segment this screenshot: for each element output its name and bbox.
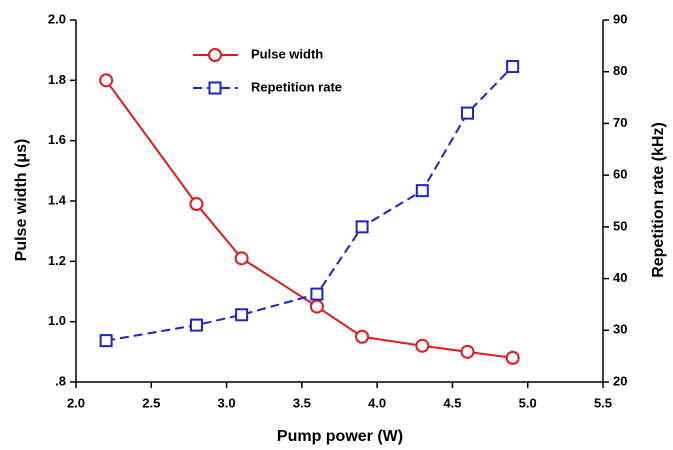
x-tick-label: 4.0 xyxy=(368,395,386,410)
marker xyxy=(415,338,430,353)
marker xyxy=(415,184,429,198)
marker xyxy=(355,220,369,234)
y-axis-label: Pulse width (μs) xyxy=(13,139,30,262)
y2-tick-label: 60 xyxy=(613,167,627,182)
x-tick-label: 5.5 xyxy=(594,395,612,410)
marker xyxy=(310,287,324,301)
legend-label: Pulse width xyxy=(251,46,323,61)
x-tick-label: 2.5 xyxy=(142,395,160,410)
y-tick-label: 1.8 xyxy=(48,72,66,87)
marker xyxy=(460,106,474,120)
y-tick-label: 2.0 xyxy=(48,11,66,26)
marker xyxy=(99,73,114,88)
legend-marker xyxy=(208,48,222,62)
x-tick-label: 2.0 xyxy=(67,395,85,410)
marker xyxy=(234,251,249,266)
marker xyxy=(99,334,113,348)
series-line xyxy=(105,79,513,359)
marker xyxy=(235,308,249,322)
x-axis-label: Pump power (W) xyxy=(277,428,403,445)
y2-tick-label: 40 xyxy=(613,270,627,285)
y2-tick-label: 20 xyxy=(613,373,627,388)
y2-tick-label: 80 xyxy=(613,63,627,78)
y-tick-label: 1.2 xyxy=(48,253,66,268)
marker xyxy=(189,318,203,332)
y-tick-label: 1.4 xyxy=(48,192,67,207)
y2-tick-label: 90 xyxy=(613,11,627,26)
y2-axis-label: Repetition rate (kHz) xyxy=(650,122,667,278)
y-tick-label: .8 xyxy=(55,373,66,388)
x-tick-label: 4.5 xyxy=(443,395,461,410)
series-line xyxy=(105,65,514,342)
marker xyxy=(506,60,520,74)
marker xyxy=(460,344,475,359)
marker xyxy=(309,299,324,314)
x-tick-label: 3.0 xyxy=(218,395,236,410)
y2-tick-label: 30 xyxy=(613,322,627,337)
marker xyxy=(355,329,370,344)
legend-marker xyxy=(208,81,222,95)
marker xyxy=(189,197,204,212)
y-tick-label: 1.6 xyxy=(48,132,66,147)
y2-tick-label: 70 xyxy=(613,115,627,130)
marker xyxy=(505,350,520,365)
legend-label: Repetition rate xyxy=(251,79,342,94)
y2-tick-label: 50 xyxy=(613,218,627,233)
x-tick-label: 3.5 xyxy=(293,395,311,410)
x-tick-label: 5.0 xyxy=(519,395,537,410)
y-tick-label: 1.0 xyxy=(48,313,66,328)
